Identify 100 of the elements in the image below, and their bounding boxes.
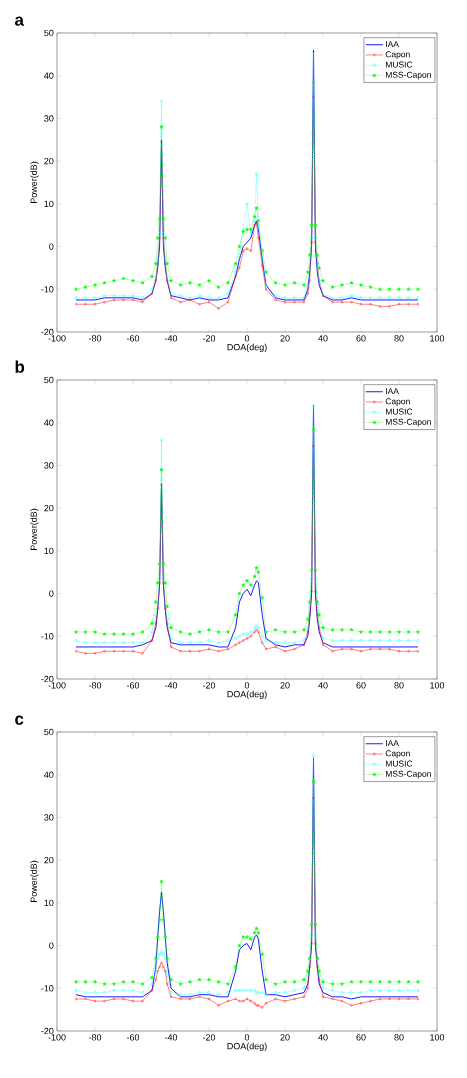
point bbox=[164, 969, 167, 973]
point bbox=[302, 995, 306, 999]
x-axis-title: DOA(deg) bbox=[227, 690, 267, 700]
point bbox=[169, 292, 173, 296]
point bbox=[140, 630, 145, 634]
point bbox=[179, 641, 182, 645]
y-tick-label: 0 bbox=[49, 590, 54, 597]
point bbox=[252, 930, 257, 935]
point bbox=[359, 630, 363, 634]
point bbox=[302, 296, 306, 300]
point bbox=[103, 641, 106, 645]
point bbox=[169, 991, 173, 995]
point bbox=[131, 641, 135, 645]
point bbox=[150, 274, 154, 279]
point bbox=[226, 999, 230, 1003]
point bbox=[207, 639, 211, 643]
point bbox=[179, 997, 182, 1001]
point bbox=[179, 993, 182, 997]
x-tick-label: -80 bbox=[88, 335, 102, 342]
point bbox=[207, 977, 211, 982]
point bbox=[226, 300, 230, 304]
point bbox=[407, 988, 410, 992]
point bbox=[157, 216, 162, 221]
point bbox=[340, 282, 344, 287]
point bbox=[169, 645, 173, 649]
point bbox=[302, 643, 306, 647]
point bbox=[157, 917, 162, 922]
point bbox=[305, 617, 310, 621]
point bbox=[188, 993, 192, 997]
point bbox=[359, 282, 363, 287]
point bbox=[264, 630, 268, 634]
point bbox=[179, 300, 182, 304]
point bbox=[165, 274, 169, 278]
point bbox=[154, 621, 157, 625]
point bbox=[122, 997, 125, 1001]
point bbox=[93, 651, 97, 655]
point bbox=[302, 300, 306, 304]
point bbox=[283, 991, 287, 995]
legend-label: MSS-Capon bbox=[385, 418, 431, 427]
point bbox=[331, 649, 334, 653]
legend-label: MUSIC bbox=[385, 408, 413, 415]
point bbox=[249, 634, 252, 638]
point bbox=[349, 280, 354, 285]
point bbox=[238, 266, 241, 270]
point bbox=[378, 647, 382, 651]
point bbox=[388, 997, 391, 1001]
point bbox=[313, 922, 318, 926]
x-tick-label: 40 bbox=[318, 682, 328, 689]
point bbox=[154, 613, 158, 617]
point bbox=[179, 294, 182, 298]
x-tick-label: -80 bbox=[88, 682, 102, 689]
point bbox=[197, 977, 202, 982]
legend-label: IAA bbox=[386, 41, 399, 47]
point bbox=[84, 651, 87, 655]
y-tick-label: 10 bbox=[44, 547, 54, 555]
point bbox=[155, 935, 160, 939]
point bbox=[74, 639, 78, 643]
point bbox=[306, 986, 309, 990]
point bbox=[154, 279, 157, 283]
point bbox=[302, 986, 306, 990]
point bbox=[310, 236, 314, 240]
point bbox=[330, 285, 335, 289]
point bbox=[359, 302, 363, 306]
point bbox=[369, 296, 372, 300]
point bbox=[310, 941, 313, 945]
point bbox=[407, 302, 410, 306]
y-tick-label: 10 bbox=[44, 899, 54, 907]
point bbox=[84, 302, 87, 306]
point bbox=[252, 214, 257, 219]
point bbox=[359, 979, 363, 984]
point bbox=[121, 276, 126, 281]
x-tick-label: 20 bbox=[280, 682, 290, 689]
point bbox=[84, 296, 87, 300]
point bbox=[165, 973, 169, 977]
point bbox=[156, 607, 159, 611]
point bbox=[207, 627, 211, 632]
point bbox=[340, 639, 344, 643]
point bbox=[350, 647, 353, 651]
point bbox=[197, 282, 202, 287]
point bbox=[312, 796, 315, 800]
point bbox=[260, 634, 264, 638]
point bbox=[264, 993, 268, 997]
point bbox=[159, 467, 164, 472]
point bbox=[234, 643, 237, 647]
point bbox=[388, 647, 391, 651]
x-tick-label: 0 bbox=[244, 335, 250, 342]
point bbox=[312, 95, 315, 99]
point bbox=[166, 982, 169, 986]
y-axis-title: Power(dB) bbox=[30, 508, 39, 550]
chart-title: b bbox=[15, 360, 25, 373]
point bbox=[261, 1006, 264, 1009]
y-tick-label: -20 bbox=[41, 675, 54, 683]
point bbox=[131, 298, 135, 302]
point bbox=[163, 257, 167, 261]
point bbox=[293, 647, 296, 651]
x-tick-label: 100 bbox=[430, 682, 445, 689]
point bbox=[283, 296, 287, 300]
point bbox=[226, 292, 230, 296]
point bbox=[249, 630, 253, 634]
point bbox=[141, 999, 144, 1003]
